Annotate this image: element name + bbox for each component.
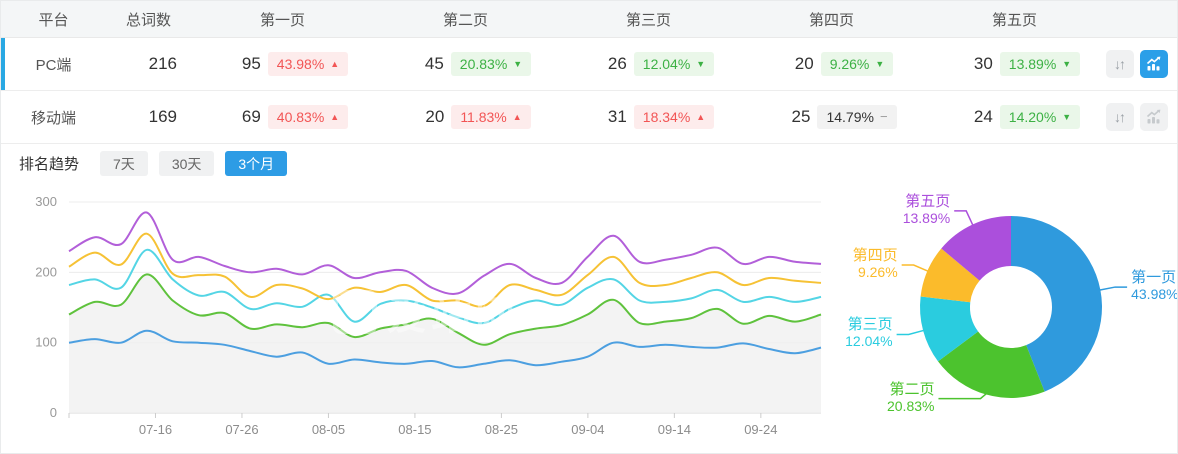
page-count: 20 <box>425 107 445 126</box>
col-page4: 第四页 <box>808 11 854 29</box>
page-count: 20 <box>794 54 814 73</box>
page-count: 95 <box>241 54 261 73</box>
svg-text:09-14: 09-14 <box>658 422 691 437</box>
svg-text:09-04: 09-04 <box>571 422 604 437</box>
svg-text:300: 300 <box>35 194 57 209</box>
tab-7-days[interactable]: 7天 <box>100 151 148 176</box>
trend-arrow-icon: ▲ <box>330 112 340 122</box>
col-page1: 第一页 <box>259 11 305 29</box>
pie-label-第三页: 第三页 12.04% <box>845 316 893 350</box>
line-series-第五页 <box>68 211 822 295</box>
percent-badge: 11.83% ▲ <box>451 105 531 129</box>
percent-badge: 13.89% ▼ <box>999 52 1081 76</box>
col-total: 总词数 <box>125 11 171 29</box>
col-page3: 第三页 <box>625 11 671 29</box>
trend-arrow-icon: ▼ <box>696 59 706 69</box>
pie-label-第二页: 第二页 20.83% <box>886 380 935 414</box>
page-count: 25 <box>791 107 811 126</box>
page-count: 69 <box>241 107 261 126</box>
trend-title: 排名趋势 <box>19 156 80 173</box>
trend-arrow-icon: ▲ <box>330 59 340 69</box>
percent-badge: 9.26% ▼ <box>820 52 894 76</box>
row-actions: ↓↑ <box>1106 103 1177 131</box>
col-platform: 平台 <box>38 11 69 29</box>
total-words-value: 216 <box>148 54 177 73</box>
page-count: 45 <box>424 54 444 73</box>
platform-label: PC端 <box>35 56 72 74</box>
page2-cell: 45 20.83% ▼ <box>374 52 557 76</box>
percent-badge: 14.20% ▼ <box>999 105 1081 129</box>
svg-text:08-25: 08-25 <box>485 422 518 437</box>
page1-cell: 95 43.98% ▲ <box>191 52 374 76</box>
donut-slice-第一页 <box>1011 216 1102 392</box>
page4-cell: 25 14.79% − <box>740 105 923 129</box>
pie-label-第一页: 第一页 43.98% <box>1131 269 1178 303</box>
donut-slice-第三页 <box>920 296 979 362</box>
trend-toolbar: 排名趋势 7天 30天 3个月 <box>19 151 298 176</box>
page3-cell: 31 18.34% ▲ <box>557 105 740 129</box>
table-row-mobile[interactable]: 移动端 169 69 40.83% ▲ 20 11.83% ▲ 31 18.34% ▲… <box>1 91 1177 144</box>
page-count: 31 <box>607 107 627 126</box>
total-words-value: 169 <box>148 107 177 126</box>
trend-arrow-icon: ▼ <box>1062 59 1072 69</box>
donut-slice-第五页 <box>941 216 1011 281</box>
percent-badge: 18.34% ▲ <box>633 105 715 129</box>
trend-arrow-icon: ▲ <box>696 112 706 122</box>
platform-label: 移动端 <box>30 109 76 127</box>
trend-arrow-icon: ▼ <box>513 59 523 69</box>
page-share-donut-chart: 第一页 43.98% 第二页 20.83% 第三页 12.04% 第四页 9.26% 第五页 13… <box>841 151 1178 453</box>
trend-arrow-icon: ▼ <box>1062 112 1072 122</box>
page5-cell: 24 14.20% ▼ <box>923 105 1106 129</box>
page3-cell: 26 12.04% ▼ <box>557 52 740 76</box>
table-header: 平台 总词数 第一页 第二页 第三页 第四页 第五页 <box>1 1 1177 38</box>
col-page5: 第五页 <box>991 11 1037 29</box>
page-count: 26 <box>607 54 627 73</box>
page1-cell: 69 40.83% ▲ <box>191 105 374 129</box>
pie-label-第五页: 第五页 13.89% <box>902 192 951 226</box>
tab-3-months[interactable]: 3个月 <box>225 151 288 176</box>
col-page2: 第二页 <box>442 11 488 29</box>
line-series-第四页 <box>68 232 822 308</box>
svg-text:08-15: 08-15 <box>398 422 431 437</box>
page2-cell: 20 11.83% ▲ <box>374 105 557 129</box>
trend-chart-icon[interactable] <box>1140 50 1168 78</box>
pie-label-第四页: 第四页 9.26% <box>852 247 898 281</box>
page-count: 30 <box>973 54 993 73</box>
donut-slice-第二页 <box>938 331 1045 398</box>
line-series-第三页 <box>68 248 822 325</box>
percent-badge: 12.04% ▼ <box>633 52 715 76</box>
donut-slices <box>896 210 1128 400</box>
sort-icon[interactable]: ↓↑ <box>1106 103 1134 131</box>
trend-arrow-icon: − <box>879 109 888 124</box>
sort-icon[interactable]: ↓↑ <box>1106 50 1134 78</box>
percent-badge: 43.98% ▲ <box>267 52 349 76</box>
donut-slice-第四页 <box>920 248 980 303</box>
svg-text:07-26: 07-26 <box>225 422 258 437</box>
rank-trend-line-chart: 0 100 200 300 07-16 07-26 08-05 08-15 08-25 09-04… <box>35 194 822 437</box>
table-row-pc[interactable]: PC端 216 95 43.98% ▲ 45 20.83% ▼ 26 12.04% ▼… <box>1 38 1177 91</box>
svg-text:100: 100 <box>35 335 57 350</box>
percent-badge: 40.83% ▲ <box>267 105 349 129</box>
page4-cell: 20 9.26% ▼ <box>740 52 923 76</box>
page5-cell: 30 13.89% ▼ <box>923 52 1106 76</box>
svg-text:200: 200 <box>35 264 57 279</box>
trend-arrow-icon: ▲ <box>512 112 522 122</box>
trend-arrow-icon: ▼ <box>875 59 885 69</box>
svg-text:07-16: 07-16 <box>139 422 172 437</box>
percent-badge: 14.79% − <box>817 105 897 129</box>
svg-text:09-24: 09-24 <box>744 422 777 437</box>
percent-badge: 20.83% ▼ <box>450 52 532 76</box>
row-actions: ↓↑ <box>1106 50 1177 78</box>
tab-30-days[interactable]: 30天 <box>158 151 215 176</box>
svg-text:0: 0 <box>50 405 57 420</box>
trend-chart-icon[interactable] <box>1140 103 1168 131</box>
line-series-第一页 <box>68 329 822 369</box>
svg-text:08-05: 08-05 <box>312 422 345 437</box>
page-count: 24 <box>973 107 993 126</box>
line-series-第二页 <box>68 273 822 346</box>
